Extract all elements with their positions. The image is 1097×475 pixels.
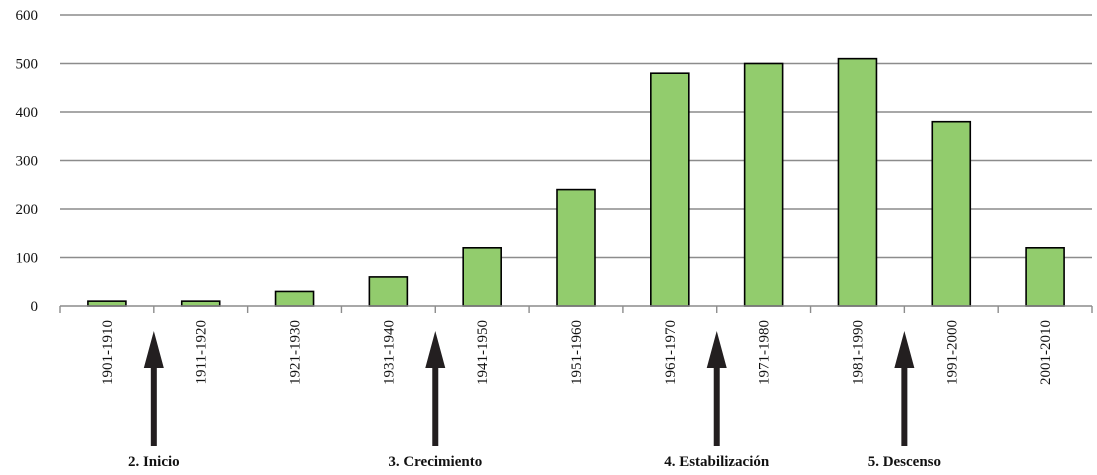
x-tick-label: 1911-1920 xyxy=(194,320,210,384)
bar-1921-1930 xyxy=(274,290,315,307)
bar-1971-1980 xyxy=(743,62,784,307)
x-axis xyxy=(59,305,1093,313)
y-tick-label: 0 xyxy=(31,299,39,315)
arrow-shaft xyxy=(901,367,908,446)
y-tick-label: 200 xyxy=(16,202,39,218)
arrow-shaft xyxy=(713,367,720,446)
arrow-head xyxy=(425,331,446,368)
gridlines xyxy=(60,14,1092,259)
bar-2001-2010 xyxy=(1025,247,1065,307)
bar-1951-1960 xyxy=(556,188,596,307)
y-tick-label: 600 xyxy=(16,8,39,24)
bars xyxy=(87,57,1065,307)
stage-label: 5. Descenso xyxy=(868,454,941,470)
bar-1931-1940 xyxy=(368,276,409,307)
x-tick-label: 1941-1950 xyxy=(475,320,491,385)
stage-label: 4. Estabilización xyxy=(664,454,770,470)
arrow-head xyxy=(706,331,727,368)
bar-1981-1990 xyxy=(837,57,878,307)
x-tick-label: 1931-1940 xyxy=(381,320,397,385)
y-tick-label: 400 xyxy=(16,105,39,121)
x-tick-label: 1951-1960 xyxy=(569,320,585,385)
bar-1961-1970 xyxy=(650,72,690,307)
x-axis-ticks: 1901-1910 1911-1920 1921-1930 1931-1940 1941… xyxy=(100,320,1054,385)
bar-1941-1950 xyxy=(462,247,502,307)
y-tick-label: 500 xyxy=(16,57,39,73)
bar-1991-2000 xyxy=(931,120,972,307)
y-axis-ticks: 0 100 200 300 400 500 600 xyxy=(16,8,39,315)
x-tick-label: 1991-2000 xyxy=(944,320,960,385)
arrow-head xyxy=(143,331,164,368)
x-tick-label: 1961-1970 xyxy=(663,320,679,385)
stage-annotations: 2. Inicio 3. Crecimiento 4. Estabilización… xyxy=(128,331,941,470)
x-tick-label: 2001-2010 xyxy=(1038,320,1054,385)
x-tick-label: 1981-1990 xyxy=(850,320,866,385)
arrow-head xyxy=(894,331,915,368)
arrow-shaft xyxy=(432,367,439,446)
stage-label: 2. Inicio xyxy=(128,454,180,470)
x-tick-label: 1901-1910 xyxy=(100,320,116,385)
stage-label: 3. Crecimiento xyxy=(388,454,482,470)
y-tick-label: 100 xyxy=(16,251,39,267)
y-tick-label: 300 xyxy=(16,154,39,170)
arrow-shaft xyxy=(150,367,157,446)
x-tick-label: 1921-1930 xyxy=(288,320,304,385)
x-tick-label: 1971-1980 xyxy=(757,320,773,385)
